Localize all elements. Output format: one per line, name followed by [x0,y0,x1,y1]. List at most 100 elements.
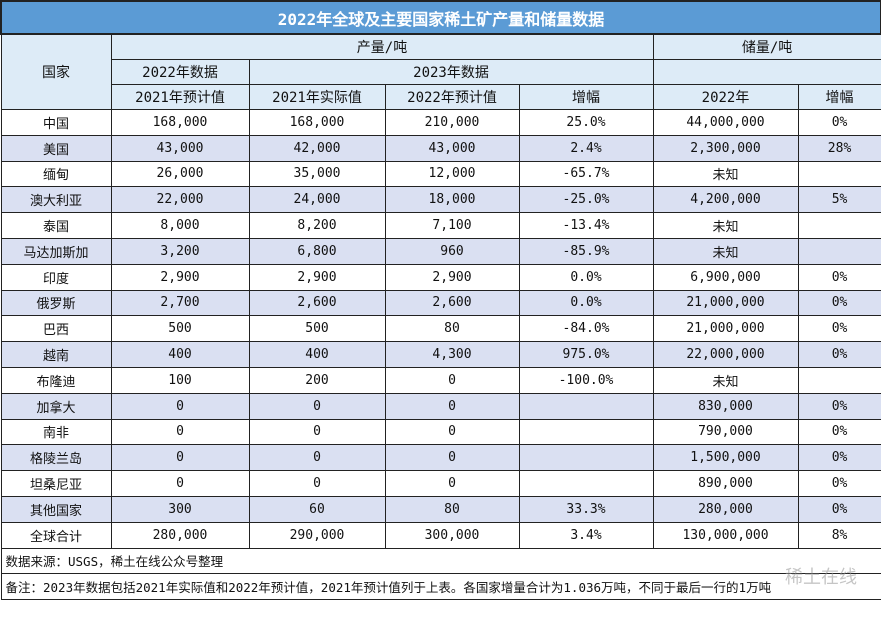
cell-country: 格陵兰岛 [0,444,112,472]
table-title: 2022年全球及主要国家稀土矿产量和储量数据 [0,0,881,35]
header-2023-data: 2023年数据 [248,59,654,85]
cell-country: 其他国家 [0,495,112,523]
cell-2021-estimate: 0 [110,418,250,446]
cell-production-growth [518,392,654,420]
cell-2022-estimate: 0 [384,392,520,420]
cell-reserve-2022: 280,000 [652,495,799,523]
cell-2021-actual: 200 [248,366,386,394]
cell-production-growth: 3.4% [518,521,654,549]
cell-production-growth [518,444,654,472]
cell-reserve-growth [797,212,881,239]
cell-reserve-2022: 890,000 [652,470,799,497]
cell-2021-actual: 500 [248,315,386,343]
header-2022-estimate: 2022年预计值 [384,84,520,110]
table-row: 加拿大 0 0 0 830,000 0% [0,392,881,420]
table-row: 其他国家 300 60 80 33.3% 280,000 0% [0,495,881,523]
cell-2021-actual: 290,000 [248,521,386,549]
cell-2021-estimate: 280,000 [110,521,250,549]
remark-note: 备注：2023年数据包括2021年实际值和2022年预计值，2021年预计值列于… [0,573,881,601]
cell-reserve-2022: 6,900,000 [652,263,799,291]
cell-2022-estimate: 300,000 [384,521,520,549]
cell-production-growth: 975.0% [518,341,654,368]
cell-country: 印度 [0,263,112,291]
cell-country: 中国 [0,109,112,136]
cell-reserve-growth: 28% [797,134,881,162]
cell-2022-estimate: 18,000 [384,186,520,214]
table-row: 巴西 500 500 80 -84.0% 21,000,000 0% [0,315,881,343]
cell-2021-estimate: 0 [110,392,250,420]
cell-reserve-growth: 0% [797,263,881,291]
cell-production-growth: 25.0% [518,109,654,136]
cell-2021-estimate: 2,900 [110,263,250,291]
cell-reserve-2022: 22,000,000 [652,341,799,368]
cell-reserve-growth: 0% [797,341,881,368]
cell-2021-actual: 2,600 [248,289,386,317]
header-2022-data: 2022年数据 [110,59,250,85]
header-2021-actual: 2021年实际值 [248,84,386,110]
cell-reserve-2022: 未知 [652,366,799,394]
cell-2022-estimate: 0 [384,366,520,394]
table-row: 全球合计 280,000 290,000 300,000 3.4% 130,000,000… [0,521,881,549]
rare-earth-table: 2022年全球及主要国家稀土矿产量和储量数据 国家 产量/吨 储量/吨 2022… [0,0,881,601]
cell-reserve-growth [797,366,881,394]
cell-reserve-2022: 未知 [652,160,799,188]
cell-2021-actual: 2,900 [248,263,386,291]
cell-2021-actual: 0 [248,470,386,497]
header-2021-estimate: 2021年预计值 [110,84,250,110]
cell-reserve-growth: 0% [797,444,881,472]
cell-reserve-growth: 0% [797,495,881,523]
cell-2021-estimate: 22,000 [110,186,250,214]
cell-2022-estimate: 2,900 [384,263,520,291]
cell-2022-estimate: 7,100 [384,212,520,239]
table-row: 缅甸 26,000 35,000 12,000 -65.7% 未知 [0,160,881,188]
cell-country: 南非 [0,418,112,446]
table-row: 印度 2,900 2,900 2,900 0.0% 6,900,000 0% [0,263,881,291]
cell-reserve-growth: 0% [797,470,881,497]
cell-production-growth [518,418,654,446]
cell-production-growth: 33.3% [518,495,654,523]
source-note: 数据来源：USGS，稀土在线公众号整理 [0,547,881,575]
cell-2021-estimate: 500 [110,315,250,343]
table-row: 坦桑尼亚 0 0 0 890,000 0% [0,470,881,497]
cell-production-growth: -100.0% [518,366,654,394]
header-reserve-growth: 增幅 [797,84,881,110]
cell-production-growth: -85.9% [518,237,654,265]
header-reserve-2022: 2022年 [652,84,799,110]
cell-2021-estimate: 26,000 [110,160,250,188]
table-row: 俄罗斯 2,700 2,600 2,600 0.0% 21,000,000 0% [0,289,881,317]
cell-production-growth: -25.0% [518,186,654,214]
cell-reserve-2022: 4,200,000 [652,186,799,214]
table-row: 马达加斯加 3,200 6,800 960 -85.9% 未知 [0,237,881,265]
cell-2021-estimate: 168,000 [110,109,250,136]
cell-reserve-2022: 21,000,000 [652,315,799,343]
cell-production-growth [518,470,654,497]
table-row: 美国 43,000 42,000 43,000 2.4% 2,300,000 28% [0,134,881,162]
table-row: 南非 0 0 0 790,000 0% [0,418,881,446]
cell-2021-actual: 35,000 [248,160,386,188]
header-reserves: 储量/吨 [652,33,881,60]
cell-2021-actual: 0 [248,392,386,420]
cell-2022-estimate: 4,300 [384,341,520,368]
cell-reserve-growth [797,160,881,188]
cell-production-growth: -13.4% [518,212,654,239]
table-row: 格陵兰岛 0 0 0 1,500,000 0% [0,444,881,472]
cell-production-growth: -84.0% [518,315,654,343]
cell-2021-estimate: 8,000 [110,212,250,239]
cell-country: 美国 [0,134,112,162]
cell-reserve-2022: 790,000 [652,418,799,446]
cell-2021-estimate: 0 [110,470,250,497]
table-row: 布隆迪 100 200 0 -100.0% 未知 [0,366,881,394]
cell-country: 泰国 [0,212,112,239]
cell-reserve-2022: 830,000 [652,392,799,420]
cell-2021-actual: 60 [248,495,386,523]
table-row: 泰国 8,000 8,200 7,100 -13.4% 未知 [0,212,881,239]
header-reserves-spacer [652,59,881,85]
cell-country: 坦桑尼亚 [0,470,112,497]
remark-note-row: 备注：2023年数据包括2021年实际值和2022年预计值，2021年预计值列于… [0,573,881,601]
cell-2022-estimate: 210,000 [384,109,520,136]
cell-2021-estimate: 300 [110,495,250,523]
cell-2021-actual: 400 [248,341,386,368]
cell-country: 越南 [0,341,112,368]
cell-2022-estimate: 2,600 [384,289,520,317]
cell-2022-estimate: 80 [384,315,520,343]
